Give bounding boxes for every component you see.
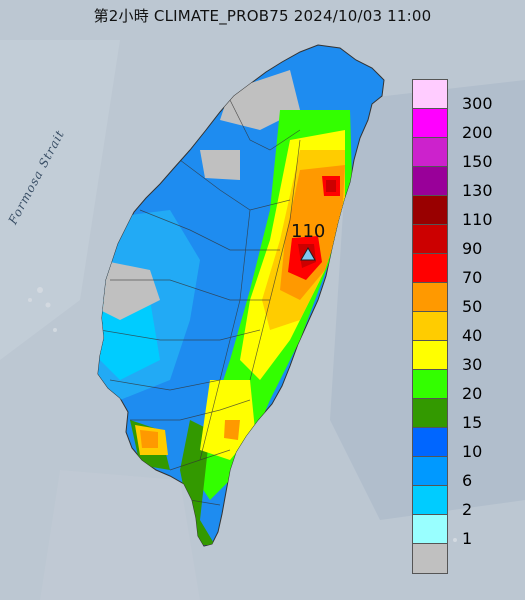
legend-swatch	[412, 253, 448, 284]
legend-label: 300	[462, 94, 493, 113]
legend-label: 130	[462, 181, 493, 200]
legend-swatch	[412, 340, 448, 371]
legend-swatch	[412, 282, 448, 313]
legend-label: 1	[462, 529, 473, 548]
legend-label: 15	[462, 413, 483, 432]
legend-swatch	[412, 311, 448, 342]
legend-swatch	[412, 369, 448, 400]
legend-label: 20	[462, 384, 483, 403]
legend-label: 40	[462, 326, 483, 345]
legend-label: 10	[462, 442, 483, 461]
legend-label: 6	[462, 471, 473, 490]
legend-label: 150	[462, 152, 493, 171]
color-legend: 300 200 150 130 110 90 70 50 40 30 20 15 10 6 2 1	[412, 79, 522, 574]
legend-swatch	[412, 195, 448, 226]
legend-swatch	[412, 514, 448, 545]
legend-label: 70	[462, 268, 483, 287]
legend-label: 30	[462, 355, 483, 374]
peak-value-label: 110	[291, 221, 326, 242]
legend-swatch	[412, 224, 448, 255]
legend-swatch	[412, 137, 448, 168]
legend-swatch	[412, 108, 448, 139]
legend-swatch	[412, 427, 448, 458]
legend-swatch	[412, 166, 448, 197]
legend-label: 110	[462, 210, 493, 229]
map-title: 第2小時 CLIMATE_PROB75 2024/10/03 11:00	[93, 7, 432, 25]
legend-swatch	[412, 456, 448, 487]
legend-label: 200	[462, 123, 493, 142]
legend-label: 2	[462, 500, 473, 519]
legend-swatch	[412, 485, 448, 516]
legend-swatch	[412, 79, 448, 110]
legend-swatch	[412, 543, 448, 574]
triangle-marker-icon	[300, 247, 316, 261]
legend-label: 90	[462, 239, 483, 258]
legend-label: 50	[462, 297, 483, 316]
legend-swatch	[412, 398, 448, 429]
